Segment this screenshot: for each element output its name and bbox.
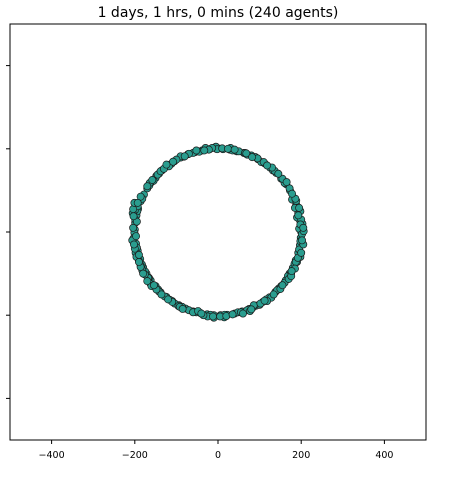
data-point [275,170,282,177]
y-axis-ticks [6,66,10,399]
x-axis-ticks: −400 −200 0 200 400 [39,440,394,461]
data-point [198,310,205,317]
data-point [296,204,303,211]
data-point [263,162,270,169]
data-point [248,306,255,313]
data-point [144,277,151,284]
x-tick-label: 0 [215,450,221,461]
data-point [130,241,137,248]
x-tick-label: 400 [375,450,393,461]
data-point [169,158,176,165]
data-point [288,268,295,275]
data-point [229,311,236,318]
data-point [209,313,216,320]
data-point [135,258,142,265]
data-point [279,282,286,289]
data-point [261,297,268,304]
x-tick-label: −400 [39,450,65,461]
data-point [144,183,151,190]
data-point [132,233,139,240]
data-point [163,161,170,168]
x-tick-label: −200 [122,450,148,461]
plot-frame [10,24,426,440]
data-point [298,237,305,244]
data-point [300,224,307,231]
data-point [239,310,246,317]
x-tick-label: 200 [292,450,310,461]
data-point [130,213,137,220]
data-point [164,296,171,303]
data-point [298,249,305,256]
chart-title: 1 days, 1 hrs, 0 mins (240 agents) [98,5,339,21]
data-point [231,146,238,153]
data-point [270,291,277,298]
data-point [134,199,141,206]
data-point [295,212,302,219]
data-point [140,270,147,277]
data-point [288,190,295,197]
data-point [179,305,186,312]
data-point [224,145,231,152]
data-point [201,147,208,154]
data-point [181,153,188,160]
data-point [193,147,200,154]
data-points [129,143,308,321]
data-point [149,176,156,183]
data-point [283,178,290,185]
data-point [150,282,157,289]
data-point [135,251,142,258]
data-point [249,154,256,161]
